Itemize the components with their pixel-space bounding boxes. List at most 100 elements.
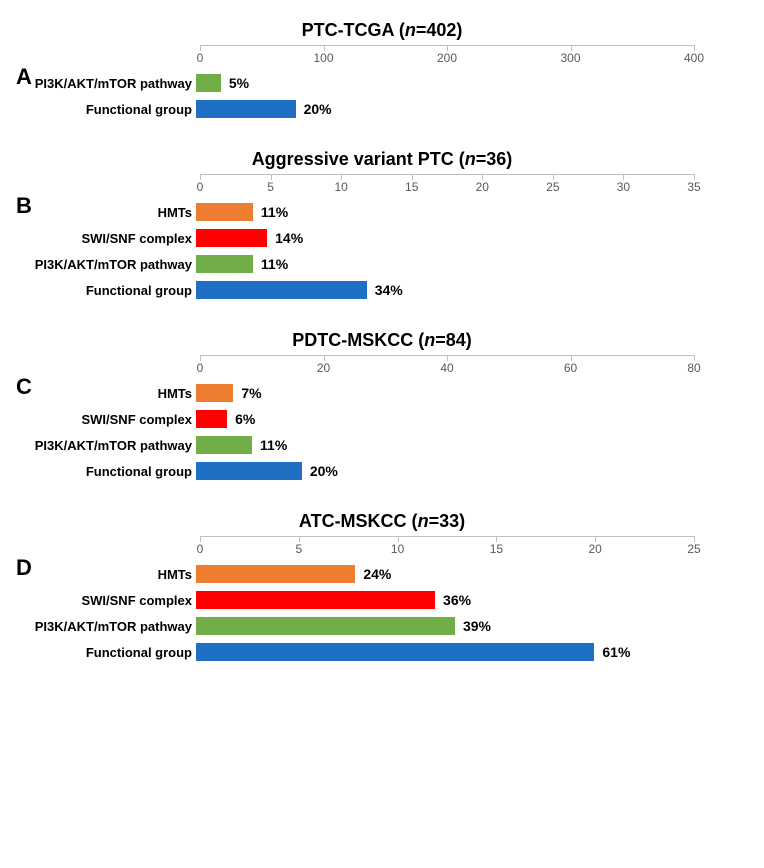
panel-title-n-label: n: [424, 330, 435, 350]
x-axis: 05101520253035: [200, 174, 694, 198]
bar-pct-label: 11%: [261, 256, 288, 272]
panel-b: BAggressive variant PTC (n=36)0510152025…: [10, 149, 754, 302]
panel-title: ATC-MSKCC (n=33): [10, 511, 754, 532]
x-axis: 0510152025: [200, 536, 694, 560]
axis-line: [200, 536, 694, 537]
axis-tick-label: 0: [197, 180, 204, 194]
bar-label: SWI/SNF complex: [10, 593, 196, 608]
bar-label: Functional group: [10, 464, 196, 479]
axis-tick-label: 15: [490, 542, 503, 556]
panel-title-n-value: =402): [416, 20, 463, 40]
axis-tick-label: 25: [687, 542, 700, 556]
bar: [196, 229, 267, 247]
axis-tick-label: 300: [560, 51, 580, 65]
bar-pct-label: 11%: [260, 437, 287, 453]
panel-title-prefix: PDTC-MSKCC (: [292, 330, 424, 350]
bar-area: 20%: [196, 100, 694, 118]
bar: [196, 591, 435, 609]
figure-root: APTC-TCGA (n=402)0100200300400PI3K/AKT/m…: [10, 20, 754, 664]
bar-label: SWI/SNF complex: [10, 231, 196, 246]
bar-label: HMTs: [10, 205, 196, 220]
axis-tick-label: 20: [476, 180, 489, 194]
axis-tick-label: 20: [317, 361, 330, 375]
bar-label: PI3K/AKT/mTOR pathway: [10, 76, 196, 91]
axis-tick-label: 5: [295, 542, 302, 556]
bar: [196, 384, 233, 402]
bar-label: PI3K/AKT/mTOR pathway: [10, 257, 196, 272]
bar-pct-label: 61%: [602, 644, 630, 660]
bar-area: 14%: [196, 229, 694, 247]
axis-tick-label: 35: [687, 180, 700, 194]
axis-tick-label: 100: [313, 51, 333, 65]
bar: [196, 643, 594, 661]
bar-label: Functional group: [10, 102, 196, 117]
axis-tick-label: 5: [267, 180, 274, 194]
axis-tick-label: 60: [564, 361, 577, 375]
bar: [196, 281, 367, 299]
bar-label: Functional group: [10, 645, 196, 660]
bar-row: PI3K/AKT/mTOR pathway11%: [200, 433, 694, 457]
panel-title-prefix: ATC-MSKCC (: [299, 511, 418, 531]
bar-row: PI3K/AKT/mTOR pathway11%: [200, 252, 694, 276]
x-axis: 0100200300400: [200, 45, 694, 69]
bar-row: Functional group20%: [200, 97, 694, 121]
panel-title-prefix: PTC-TCGA (: [302, 20, 405, 40]
panel-title: PTC-TCGA (n=402): [10, 20, 754, 41]
bar-pct-label: 36%: [443, 592, 471, 608]
panel-title-n-value: =36): [476, 149, 513, 169]
axis-tick-label: 0: [197, 361, 204, 375]
bar-area: 36%: [196, 591, 694, 609]
chart: 020406080HMTs7%SWI/SNF complex6%PI3K/AKT…: [200, 355, 694, 483]
panel-title-prefix: Aggressive variant PTC (: [252, 149, 465, 169]
panel-d: DATC-MSKCC (n=33)0510152025HMTs24%SWI/SN…: [10, 511, 754, 664]
bar-row: SWI/SNF complex36%: [200, 588, 694, 612]
bar-area: 7%: [196, 384, 694, 402]
bar: [196, 74, 221, 92]
axis-tick-label: 40: [440, 361, 453, 375]
bar-row: PI3K/AKT/mTOR pathway5%: [200, 71, 694, 95]
bar-pct-label: 20%: [310, 463, 338, 479]
bar-area: 39%: [196, 617, 694, 635]
bar-row: Functional group61%: [200, 640, 694, 664]
axis-tick-label: 400: [684, 51, 704, 65]
panel-a: APTC-TCGA (n=402)0100200300400PI3K/AKT/m…: [10, 20, 754, 121]
axis-tick-label: 10: [334, 180, 347, 194]
axis-tick-label: 30: [617, 180, 630, 194]
panel-title-n-label: n: [418, 511, 429, 531]
axis-tick-label: 200: [437, 51, 457, 65]
bar-area: 5%: [196, 74, 694, 92]
panel-c: CPDTC-MSKCC (n=84)020406080HMTs7%SWI/SNF…: [10, 330, 754, 483]
axis-tick-label: 15: [405, 180, 418, 194]
bar-area: 34%: [196, 281, 694, 299]
bar: [196, 203, 253, 221]
bar-row: HMTs7%: [200, 381, 694, 405]
axis-tick-label: 10: [391, 542, 404, 556]
bar-pct-label: 34%: [375, 282, 403, 298]
bar: [196, 255, 253, 273]
bar-row: PI3K/AKT/mTOR pathway39%: [200, 614, 694, 638]
bar: [196, 617, 455, 635]
bar-label: Functional group: [10, 283, 196, 298]
panel-title: Aggressive variant PTC (n=36): [10, 149, 754, 170]
bar-area: 11%: [196, 203, 694, 221]
chart: 05101520253035HMTs11%SWI/SNF complex14%P…: [200, 174, 694, 302]
chart: 0510152025HMTs24%SWI/SNF complex36%PI3K/…: [200, 536, 694, 664]
bar-row: Functional group20%: [200, 459, 694, 483]
panel-title-n-label: n: [465, 149, 476, 169]
bar-row: HMTs24%: [200, 562, 694, 586]
panel-title: PDTC-MSKCC (n=84): [10, 330, 754, 351]
bar-label: HMTs: [10, 567, 196, 582]
bar-row: HMTs11%: [200, 200, 694, 224]
bar-label: PI3K/AKT/mTOR pathway: [10, 438, 196, 453]
bar-pct-label: 6%: [235, 411, 255, 427]
bar-row: SWI/SNF complex6%: [200, 407, 694, 431]
bar-row: SWI/SNF complex14%: [200, 226, 694, 250]
axis-tick-label: 80: [687, 361, 700, 375]
bar-pct-label: 20%: [304, 101, 332, 117]
axis-tick-label: 0: [197, 51, 204, 65]
bar: [196, 410, 227, 428]
bar: [196, 100, 296, 118]
axis-tick-label: 25: [546, 180, 559, 194]
bar-area: 6%: [196, 410, 694, 428]
bar-pct-label: 7%: [241, 385, 261, 401]
